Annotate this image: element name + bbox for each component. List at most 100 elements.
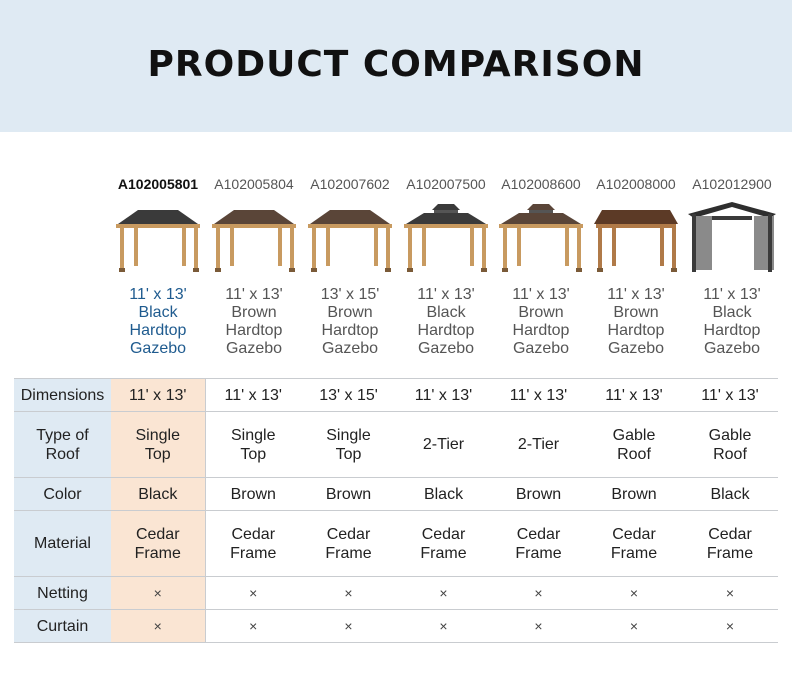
cross-icon: × (629, 584, 639, 601)
product-sku[interactable]: A102007500 (406, 176, 486, 192)
product-name[interactable]: 11' x 13' Brown Hardtop Gazebo (588, 286, 684, 358)
product-name-line: Hardtop (129, 322, 187, 339)
product-name-line: Gazebo (607, 340, 665, 357)
cross-icon: × (629, 617, 639, 634)
table-cell: Cedar Frame (111, 510, 205, 577)
row-label-line: Roof (45, 445, 80, 463)
cell-value: Single (326, 426, 371, 444)
cross-icon: × (153, 584, 162, 601)
table-cell: Black (111, 477, 205, 511)
product-name-line: Black (712, 304, 752, 321)
table-cell: × (301, 576, 396, 610)
table-row: Curtain × × × × × × × (14, 609, 778, 643)
product-sku[interactable]: A102007602 (310, 176, 390, 192)
product-name-line: Gazebo (512, 340, 570, 357)
product-name[interactable]: 11' x 13' Brown Hardtop Gazebo (493, 286, 589, 358)
product-thumbnail[interactable] (206, 200, 302, 274)
table-cell: Single Top (111, 411, 205, 478)
cell-value: 2-Tier (422, 436, 465, 453)
product-name-line: 11' x 13' (129, 286, 187, 303)
cell-value: Frame (515, 544, 562, 562)
gazebo-image (404, 204, 488, 272)
row-label: Type of Roof (14, 411, 111, 478)
page-title: PRODUCT COMPARISON (147, 44, 645, 85)
cross-icon: × (725, 584, 735, 601)
cross-icon: × (153, 617, 162, 634)
product-name-line: 11' x 13' (607, 286, 665, 303)
table-cell: Cedar Frame (682, 510, 778, 577)
cross-icon: × (725, 617, 735, 634)
product-thumbnail[interactable] (398, 200, 494, 274)
table-cell: 13' x 15' (301, 378, 396, 412)
table-cell: × (111, 609, 205, 643)
table-cell: 11' x 13' (682, 378, 778, 412)
cell-value: Cedar (231, 525, 276, 543)
product-name-line: Brown (613, 304, 659, 321)
product-name-line: Hardtop (512, 322, 570, 339)
product-sku[interactable]: A102005804 (214, 176, 294, 192)
table-cell: × (204, 576, 301, 610)
product-name-line: Gazebo (417, 340, 475, 357)
row-label-line: Dimensions (20, 386, 105, 404)
product-sku[interactable]: A102008600 (501, 176, 581, 192)
product-name[interactable]: 11' x 13' Brown Hardtop Gazebo (206, 286, 302, 358)
table-row: Netting × × × × × × × (14, 576, 778, 610)
row-label: Material (14, 510, 111, 577)
table-cell: Cedar Frame (396, 510, 491, 577)
table-row: Color Black Brown Brown Black Brown Brown Black (14, 477, 778, 511)
table-cell: Brown (204, 477, 301, 511)
product-thumbnail[interactable] (302, 200, 398, 274)
cross-icon: × (439, 617, 448, 634)
product-name-line: Gazebo (321, 340, 379, 357)
table-cell: Single Top (204, 411, 301, 478)
product-name[interactable]: 11' x 13' Black Hardtop Gazebo (684, 286, 780, 358)
table-cell: 2-Tier (491, 411, 586, 478)
cell-value: Top (144, 445, 171, 463)
product-thumbnail[interactable] (493, 200, 589, 274)
cell-value: Brown (325, 485, 372, 503)
product-name[interactable]: 13' x 15' Brown Hardtop Gazebo (302, 286, 398, 358)
cross-icon: × (249, 617, 258, 634)
table-cell: Brown (491, 477, 586, 511)
table-cell: 11' x 13' (491, 378, 586, 412)
gazebo-image (212, 210, 296, 272)
product-thumbnail[interactable] (110, 200, 206, 274)
row-label: Curtain (14, 609, 111, 643)
cell-value: 11' x 13' (224, 386, 282, 404)
gazebo-image (594, 210, 678, 272)
gazebo-image (688, 202, 776, 272)
table-cell: 11' x 13' (586, 378, 682, 412)
table-cell: 11' x 13' (396, 378, 491, 412)
product-thumbnail[interactable] (588, 200, 684, 274)
cell-value: 11' x 13' (605, 386, 663, 404)
row-label: Color (14, 477, 111, 511)
cell-value: Frame (610, 544, 658, 562)
cell-value: Cedar (516, 525, 561, 543)
cell-value: Frame (134, 544, 181, 562)
product-thumbnail[interactable] (684, 200, 780, 274)
product-name-line: Hardtop (321, 322, 379, 339)
table-cell: × (301, 609, 396, 643)
table-cell: × (111, 576, 205, 610)
table-cell: 2-Tier (396, 411, 491, 478)
table-cell: Cedar Frame (491, 510, 586, 577)
cell-value: Gable (612, 426, 656, 444)
product-sku[interactable]: A102012900 (692, 176, 772, 192)
cell-value: Frame (230, 544, 277, 562)
table-cell: × (491, 576, 586, 610)
product-name-line: Hardtop (607, 322, 665, 339)
product-name-line: Black (138, 304, 178, 321)
cell-value: Frame (420, 544, 467, 562)
cell-value: Single (231, 426, 276, 444)
product-name[interactable]: 11' x 13' Black Hardtop Gazebo (110, 286, 206, 358)
cell-value: Roof (713, 445, 747, 463)
cell-value: Frame (325, 544, 372, 562)
cell-value: Brown (515, 485, 562, 503)
cell-value: Roof (617, 445, 651, 463)
product-sku[interactable]: A102008000 (596, 176, 676, 192)
cell-value: 2-Tier (517, 436, 560, 453)
product-name[interactable]: 11' x 13' Black Hardtop Gazebo (398, 286, 494, 358)
product-sku[interactable]: A102005801 (117, 176, 199, 192)
cross-icon: × (439, 584, 448, 601)
cell-value: Black (138, 485, 178, 503)
